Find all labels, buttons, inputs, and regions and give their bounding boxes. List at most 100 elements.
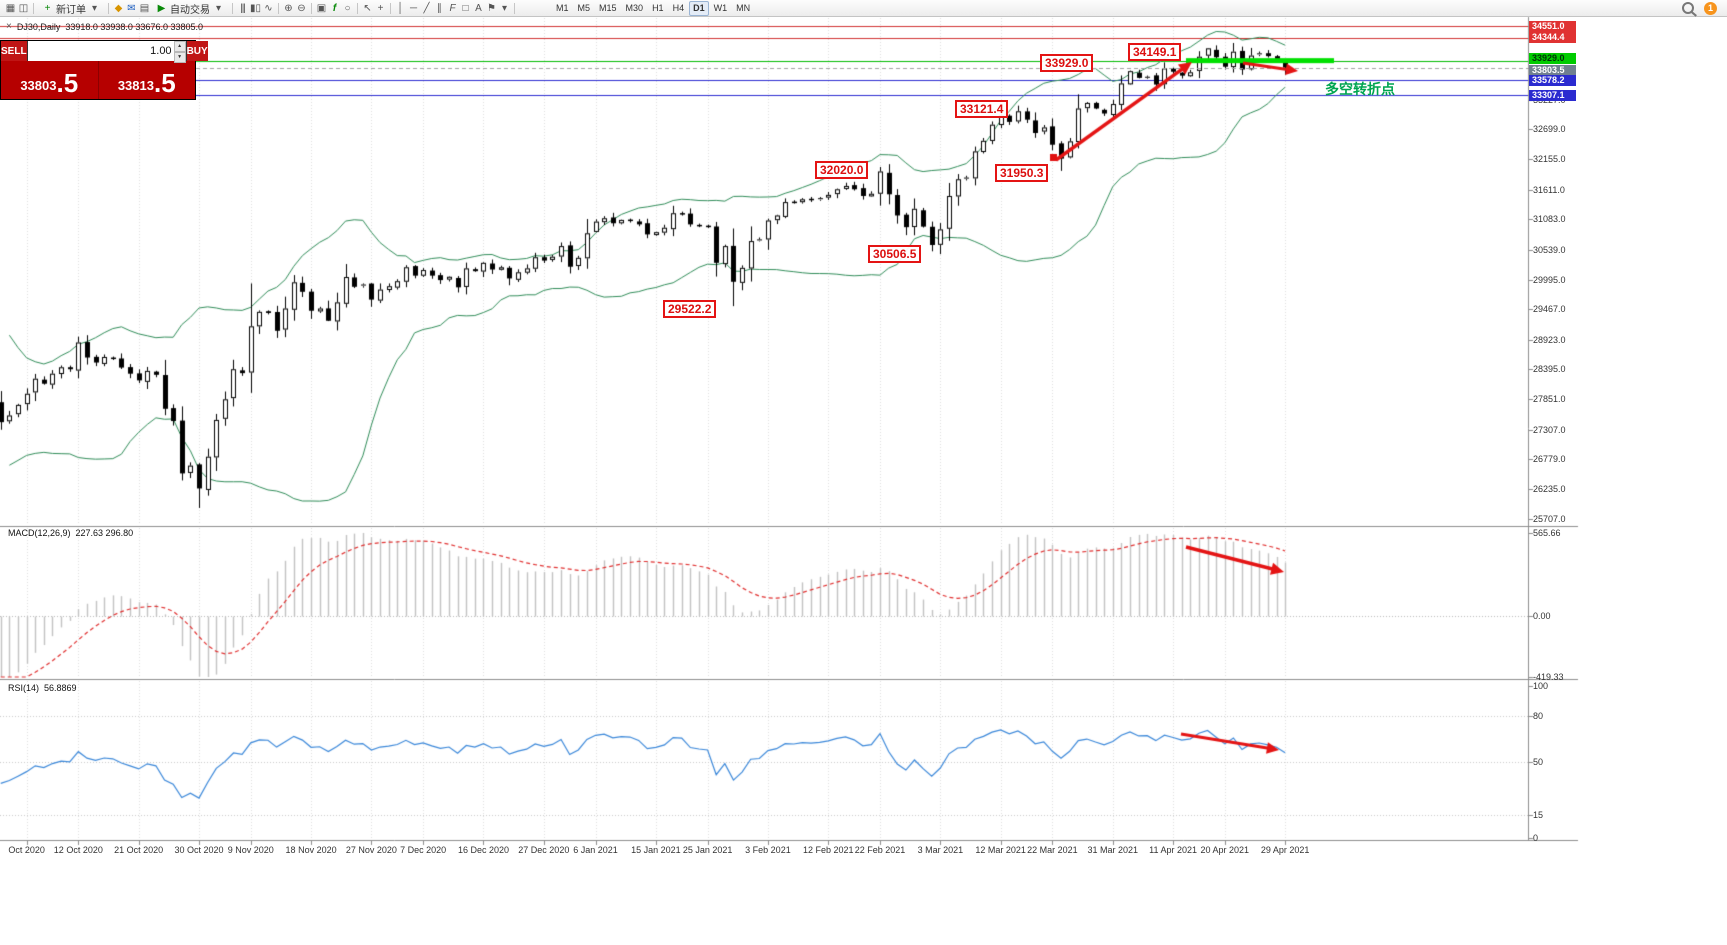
date-axis-label: 9 Nov 2020 xyxy=(227,845,274,855)
toolbar-separator xyxy=(311,2,312,14)
date-axis-label: 25 Jan 2021 xyxy=(682,845,733,855)
rsi-scale-label: 100 xyxy=(1533,681,1549,691)
zoom-out-icon[interactable]: ⊖ xyxy=(297,2,306,14)
new-chart-icon[interactable]: ▦ xyxy=(5,2,16,14)
timeframe-w1[interactable]: W1 xyxy=(713,2,728,13)
macd-indicator-label: MACD(12,26,9) 227.63 296.80 xyxy=(8,528,133,538)
price-annotation[interactable]: 33929.0 xyxy=(1040,54,1094,72)
price-tag: 33578.2 xyxy=(1529,74,1576,86)
price-scale-label: 30539.0 xyxy=(1533,244,1566,255)
mailbox-icon[interactable]: ✉ xyxy=(127,2,136,14)
volume-stepper[interactable]: ▲ ▼ xyxy=(26,41,187,63)
date-axis-label: 3 Feb 2021 xyxy=(745,845,791,855)
date-axis-label: 30 Oct 2020 xyxy=(174,845,224,855)
price-scale-label: 27307.0 xyxy=(1533,424,1566,435)
timeframe-m15[interactable]: M15 xyxy=(599,2,617,13)
fibonacci-icon[interactable]: F xyxy=(449,2,456,14)
autotrading-button[interactable]: ▶ 自动交易 ▾ xyxy=(151,0,229,17)
date-axis-label: 12 Oct 2020 xyxy=(53,845,103,855)
zoom-in-icon[interactable]: ⊕ xyxy=(284,2,293,14)
arrow-objects-icon[interactable]: ⚑ xyxy=(487,2,496,14)
price-tag: 34344.4 xyxy=(1529,32,1576,43)
date-axis-label: 15 Jan 2021 xyxy=(631,845,681,855)
chevron-down-icon: ▾ xyxy=(91,2,98,14)
one-click-trading-panel: SELL ▲ ▼ BUY 33803 .5 33813 .5 xyxy=(0,40,208,100)
trendline-icon[interactable]: ╱ xyxy=(423,2,430,14)
tile-windows-icon[interactable]: ▣ xyxy=(316,2,327,14)
terminal-icon[interactable]: ▤ xyxy=(139,2,150,14)
price-annotation[interactable]: 33121.4 xyxy=(955,100,1009,118)
price-scale-label: 29995.0 xyxy=(1533,274,1566,285)
timeframe-mn[interactable]: MN xyxy=(736,2,751,13)
timeframe-m5[interactable]: M5 xyxy=(577,2,591,13)
ask-price[interactable]: 33813 .5 xyxy=(99,61,196,99)
rsi-value: 56.8869 xyxy=(44,683,77,693)
horizontal-line-icon[interactable]: ─ xyxy=(409,2,418,14)
ohlc-readout: 33918.0 33938.0 33676.0 33805.0 xyxy=(65,22,203,32)
macd-scale-label: 565.66 xyxy=(1533,528,1561,538)
bar-chart-icon[interactable]: ||| xyxy=(240,2,246,14)
new-order-button[interactable]: + 新订单 ▾ xyxy=(37,0,105,17)
candlestick-chart-icon[interactable]: ▮▯ xyxy=(249,2,261,14)
date-axis-label: 11 Apr 2021 xyxy=(1149,845,1198,855)
channel-icon[interactable]: ∥ xyxy=(437,2,442,14)
crosshair-icon[interactable]: + xyxy=(377,2,384,14)
toolbar: ▦ ◫ + 新订单 ▾ ◆ ✉ ▤ ▶ 自动交易 ▾ ||| ▮▯ ∿ ⊕ ⊖ … xyxy=(0,0,1727,17)
bid-price-pips: .5 xyxy=(56,68,79,98)
objects-dropdown-icon[interactable]: ▾ xyxy=(501,2,508,14)
text-icon[interactable]: A xyxy=(475,2,482,14)
toolbar-separator xyxy=(357,2,358,14)
volume-up-icon[interactable]: ▲ xyxy=(173,41,186,52)
sell-button[interactable]: SELL xyxy=(1,41,27,61)
date-axis-label: 16 Dec 2020 xyxy=(457,845,509,855)
volume-input[interactable] xyxy=(27,41,174,61)
community-badge[interactable]: 1 xyxy=(1704,1,1717,15)
search-icon[interactable] xyxy=(1682,2,1694,14)
price-annotation[interactable]: 32020.0 xyxy=(815,161,869,179)
price-scale-label: 28395.0 xyxy=(1533,363,1566,374)
macd-name: MACD(12,26,9) xyxy=(8,528,71,538)
toolbar-separator xyxy=(390,2,391,14)
depth-of-market-icon[interactable]: ◆ xyxy=(114,2,123,14)
date-axis-label: 12 Feb 2021 xyxy=(802,845,854,855)
volume-down-icon[interactable]: ▼ xyxy=(173,52,186,63)
timeframe-d1[interactable]: D1 xyxy=(689,0,709,16)
price-annotation[interactable]: 29522.2 xyxy=(663,300,717,318)
symbol-period-label: DJ30,Daily xyxy=(16,22,61,32)
cursor-icon[interactable]: ↖ xyxy=(363,2,372,14)
price-scale-label: 28923.0 xyxy=(1533,334,1566,345)
price-scale-label: 32699.0 xyxy=(1533,124,1566,135)
timeframe-group: M1 M5 M15 M30 H1 H4 D1 W1 MN xyxy=(552,0,754,16)
price-scale-label: 26235.0 xyxy=(1533,484,1566,495)
price-annotation[interactable]: 34149.1 xyxy=(1128,43,1182,61)
indicators-icon[interactable]: f xyxy=(332,2,337,14)
price-annotation[interactable]: 31950.3 xyxy=(995,164,1049,182)
macd-scale-label: -419.33 xyxy=(1533,672,1564,682)
chevron-down-icon: ▾ xyxy=(215,2,222,14)
ask-price-pips: .5 xyxy=(153,68,176,98)
price-annotation[interactable]: 30506.5 xyxy=(868,245,922,263)
close-icon[interactable]: × xyxy=(6,21,12,32)
date-axis-label: 21 Oct 2020 xyxy=(114,845,164,855)
profiles-icon[interactable]: ◫ xyxy=(18,2,29,14)
cycles-icon[interactable]: ○ xyxy=(344,2,351,14)
date-axis-label: 22 Mar 2021 xyxy=(1027,845,1078,855)
price-scale-label: 29467.0 xyxy=(1533,304,1566,315)
line-chart-icon[interactable]: ∿ xyxy=(264,2,273,14)
timeframe-m30[interactable]: M30 xyxy=(625,2,644,13)
vertical-line-icon[interactable]: │ xyxy=(397,2,404,14)
shapes-icon[interactable]: □ xyxy=(462,2,469,14)
bid-price[interactable]: 33803 .5 xyxy=(1,61,99,99)
timeframe-h1[interactable]: H1 xyxy=(652,2,664,13)
date-axis-label: 27 Dec 2020 xyxy=(518,845,570,855)
timeframe-h4[interactable]: H4 xyxy=(672,2,685,13)
timeframe-m1[interactable]: M1 xyxy=(556,2,569,13)
turning-point-note[interactable]: 多空转折点 xyxy=(1325,81,1395,97)
toolbar-separator xyxy=(278,2,279,14)
price-tag: 34551.0 xyxy=(1529,20,1576,32)
rsi-scale-label: 80 xyxy=(1533,711,1544,722)
new-order-label: 新订单 xyxy=(56,4,86,16)
buy-button[interactable]: BUY xyxy=(186,41,208,61)
price-scale-label: 26779.0 xyxy=(1533,453,1566,464)
